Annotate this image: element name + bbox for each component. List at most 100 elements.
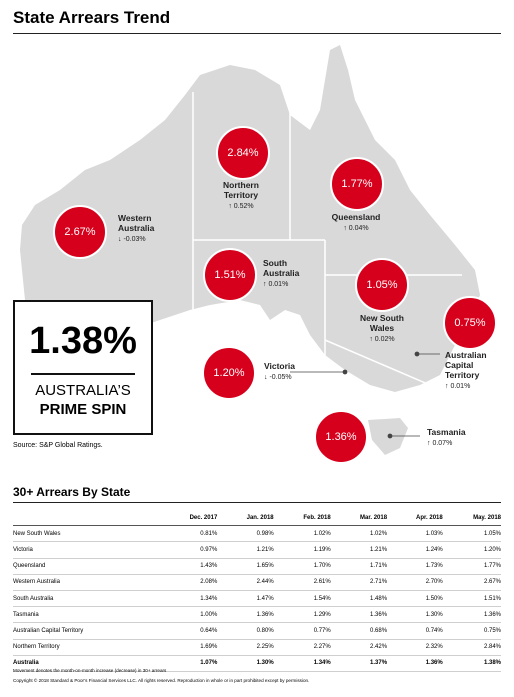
table-cell: 1.30% xyxy=(387,606,443,624)
table-row: Australia 1.07% 1.30% 1.34% 1.37% 1.36% 1.38% xyxy=(13,655,501,672)
table-cell: 2.61% xyxy=(273,574,331,591)
table-row: New South Wales 0.81% 0.98% 1.02% 1.02% 1.03%… xyxy=(13,525,501,543)
state-name: Victoria xyxy=(264,361,296,371)
table-cell: 2.84% xyxy=(442,639,501,656)
state-change: ↑ 0.01% xyxy=(445,383,471,390)
table-cell: 1.43% xyxy=(159,558,218,575)
header-cell xyxy=(13,510,160,527)
table-cell: 1.30% xyxy=(217,655,274,672)
table-cell: 1.37% xyxy=(330,655,388,672)
header-cell: Jan. 2018 xyxy=(217,510,274,527)
header-cell: May. 2018 xyxy=(442,510,501,527)
table-cell: 1.29% xyxy=(273,606,331,624)
table-cell: 1.50% xyxy=(387,590,443,608)
footnote: Movement denotes the month-on-month incr… xyxy=(13,668,167,673)
state-bubble: 1.20% xyxy=(202,346,256,400)
state-bubble: 2.84% xyxy=(216,126,270,180)
table-cell: 1.21% xyxy=(330,541,388,559)
table-cell: 2.67% xyxy=(442,574,501,591)
state-change: ↑ 0.52% xyxy=(228,203,254,210)
rule xyxy=(13,33,501,34)
state-change: ↑ 0.01% xyxy=(263,281,289,288)
table-row: Victoria 0.97% 1.21% 1.19% 1.21% 1.24% 1.20% xyxy=(13,541,501,559)
table-cell: 0.75% xyxy=(442,622,501,640)
table-cell: 1.36% xyxy=(217,606,274,624)
table-cell: New South Wales xyxy=(13,525,160,543)
table-row: Tasmania 1.00% 1.36% 1.29% 1.36% 1.30% 1.36% xyxy=(13,606,501,624)
table-cell: 1.51% xyxy=(442,590,501,608)
table-cell: 2.08% xyxy=(159,574,218,591)
table-cell: 2.71% xyxy=(330,574,388,591)
table-cell: 1.00% xyxy=(159,606,218,624)
table-cell: 0.74% xyxy=(387,622,443,640)
state-bubble: 1.77% xyxy=(330,157,384,211)
table-cell: 1.07% xyxy=(159,655,218,672)
table-cell: 1.48% xyxy=(330,590,388,608)
state-bubble: 0.75% xyxy=(443,296,497,350)
table-cell: 1.36% xyxy=(330,606,388,624)
table-cell: 0.80% xyxy=(217,622,274,640)
table-cell: 1.36% xyxy=(442,606,501,624)
table-cell: 1.24% xyxy=(387,541,443,559)
table-cell: 1.03% xyxy=(387,525,443,543)
state-name: Tasmania xyxy=(427,427,466,437)
header-cell: Dec. 2017 xyxy=(159,510,218,527)
state-label: New South Wales ↑ 0.02% xyxy=(351,313,413,343)
state-bubble: 1.36% xyxy=(314,410,368,464)
table-cell: 2.25% xyxy=(217,639,274,656)
header-cell: Mar. 2018 xyxy=(330,510,388,527)
table-cell: 0.68% xyxy=(330,622,388,640)
table-cell: 0.64% xyxy=(159,622,218,640)
state-change: ↑ 0.07% xyxy=(427,440,453,447)
state-bubble: 2.67% xyxy=(53,205,107,259)
state-label: Tasmania ↑ 0.07% xyxy=(427,427,489,447)
table-cell: Tasmania xyxy=(13,606,160,624)
table-row: South Australia 1.34% 1.47% 1.54% 1.48% 1.50%… xyxy=(13,590,501,608)
table-cell: 2.70% xyxy=(387,574,443,591)
table-cell: 1.34% xyxy=(159,590,218,608)
state-name: Queensland xyxy=(331,212,381,222)
highlight-box: 1.38% AUSTRALIA’S PRIME SPIN xyxy=(13,300,153,435)
table-cell: 1.65% xyxy=(217,558,274,575)
state-bubble: 1.05% xyxy=(355,258,409,312)
source: Source: S&P Global Ratings. xyxy=(13,442,103,449)
state-name: Northern Territory xyxy=(223,180,259,200)
table-cell: 1.36% xyxy=(387,655,443,672)
borders xyxy=(192,82,462,386)
table-cell: Western Australia xyxy=(13,574,160,591)
highlight-value: 1.38% xyxy=(29,320,137,362)
header-cell: Apr. 2018 xyxy=(387,510,443,527)
state-label: Queensland ↑ 0.04% xyxy=(325,212,387,232)
table-cell: 2.32% xyxy=(387,639,443,656)
table-cell: 0.77% xyxy=(273,622,331,640)
table: Dec. 2017 Jan. 2018 Feb. 2018 Mar. 2018 Apr.… xyxy=(13,510,501,672)
table-cell: Northern Territory xyxy=(13,639,160,656)
table-cell: 1.19% xyxy=(273,541,331,559)
table-row: Queensland 1.43% 1.65% 1.70% 1.71% 1.73% 1.77% xyxy=(13,558,501,575)
table-cell: 1.71% xyxy=(330,558,388,575)
table-cell: 0.98% xyxy=(217,525,274,543)
table-cell: 1.20% xyxy=(442,541,501,559)
table-cell: 1.77% xyxy=(442,558,501,575)
table-cell: 1.21% xyxy=(217,541,274,559)
title: State Arrears Trend xyxy=(13,8,171,27)
table-row: Western Australia 2.08% 2.44% 2.61% 2.71% 2.7… xyxy=(13,574,501,591)
table-cell: 1.54% xyxy=(273,590,331,608)
state-label: Western Australia ↓ -0.03% xyxy=(118,213,180,243)
table-cell: 0.97% xyxy=(159,541,218,559)
table-cell: 1.02% xyxy=(273,525,331,543)
pointers xyxy=(290,351,440,439)
table-cell: Queensland xyxy=(13,558,160,575)
table-cell: 1.73% xyxy=(387,558,443,575)
table-cell: 1.34% xyxy=(273,655,331,672)
state-name: Western Australia xyxy=(118,213,155,233)
state-label: Victoria ↓ -0.05% xyxy=(264,361,326,381)
state-name: South Australia xyxy=(263,258,300,278)
table-cell: 0.81% xyxy=(159,525,218,543)
table-cell: Victoria xyxy=(13,541,160,559)
table-cell: 2.42% xyxy=(330,639,388,656)
state-name: New South Wales xyxy=(360,313,404,333)
table-cell: 1.47% xyxy=(217,590,274,608)
table-row: Australian Capital Territory 0.64% 0.80% 0.… xyxy=(13,622,501,640)
